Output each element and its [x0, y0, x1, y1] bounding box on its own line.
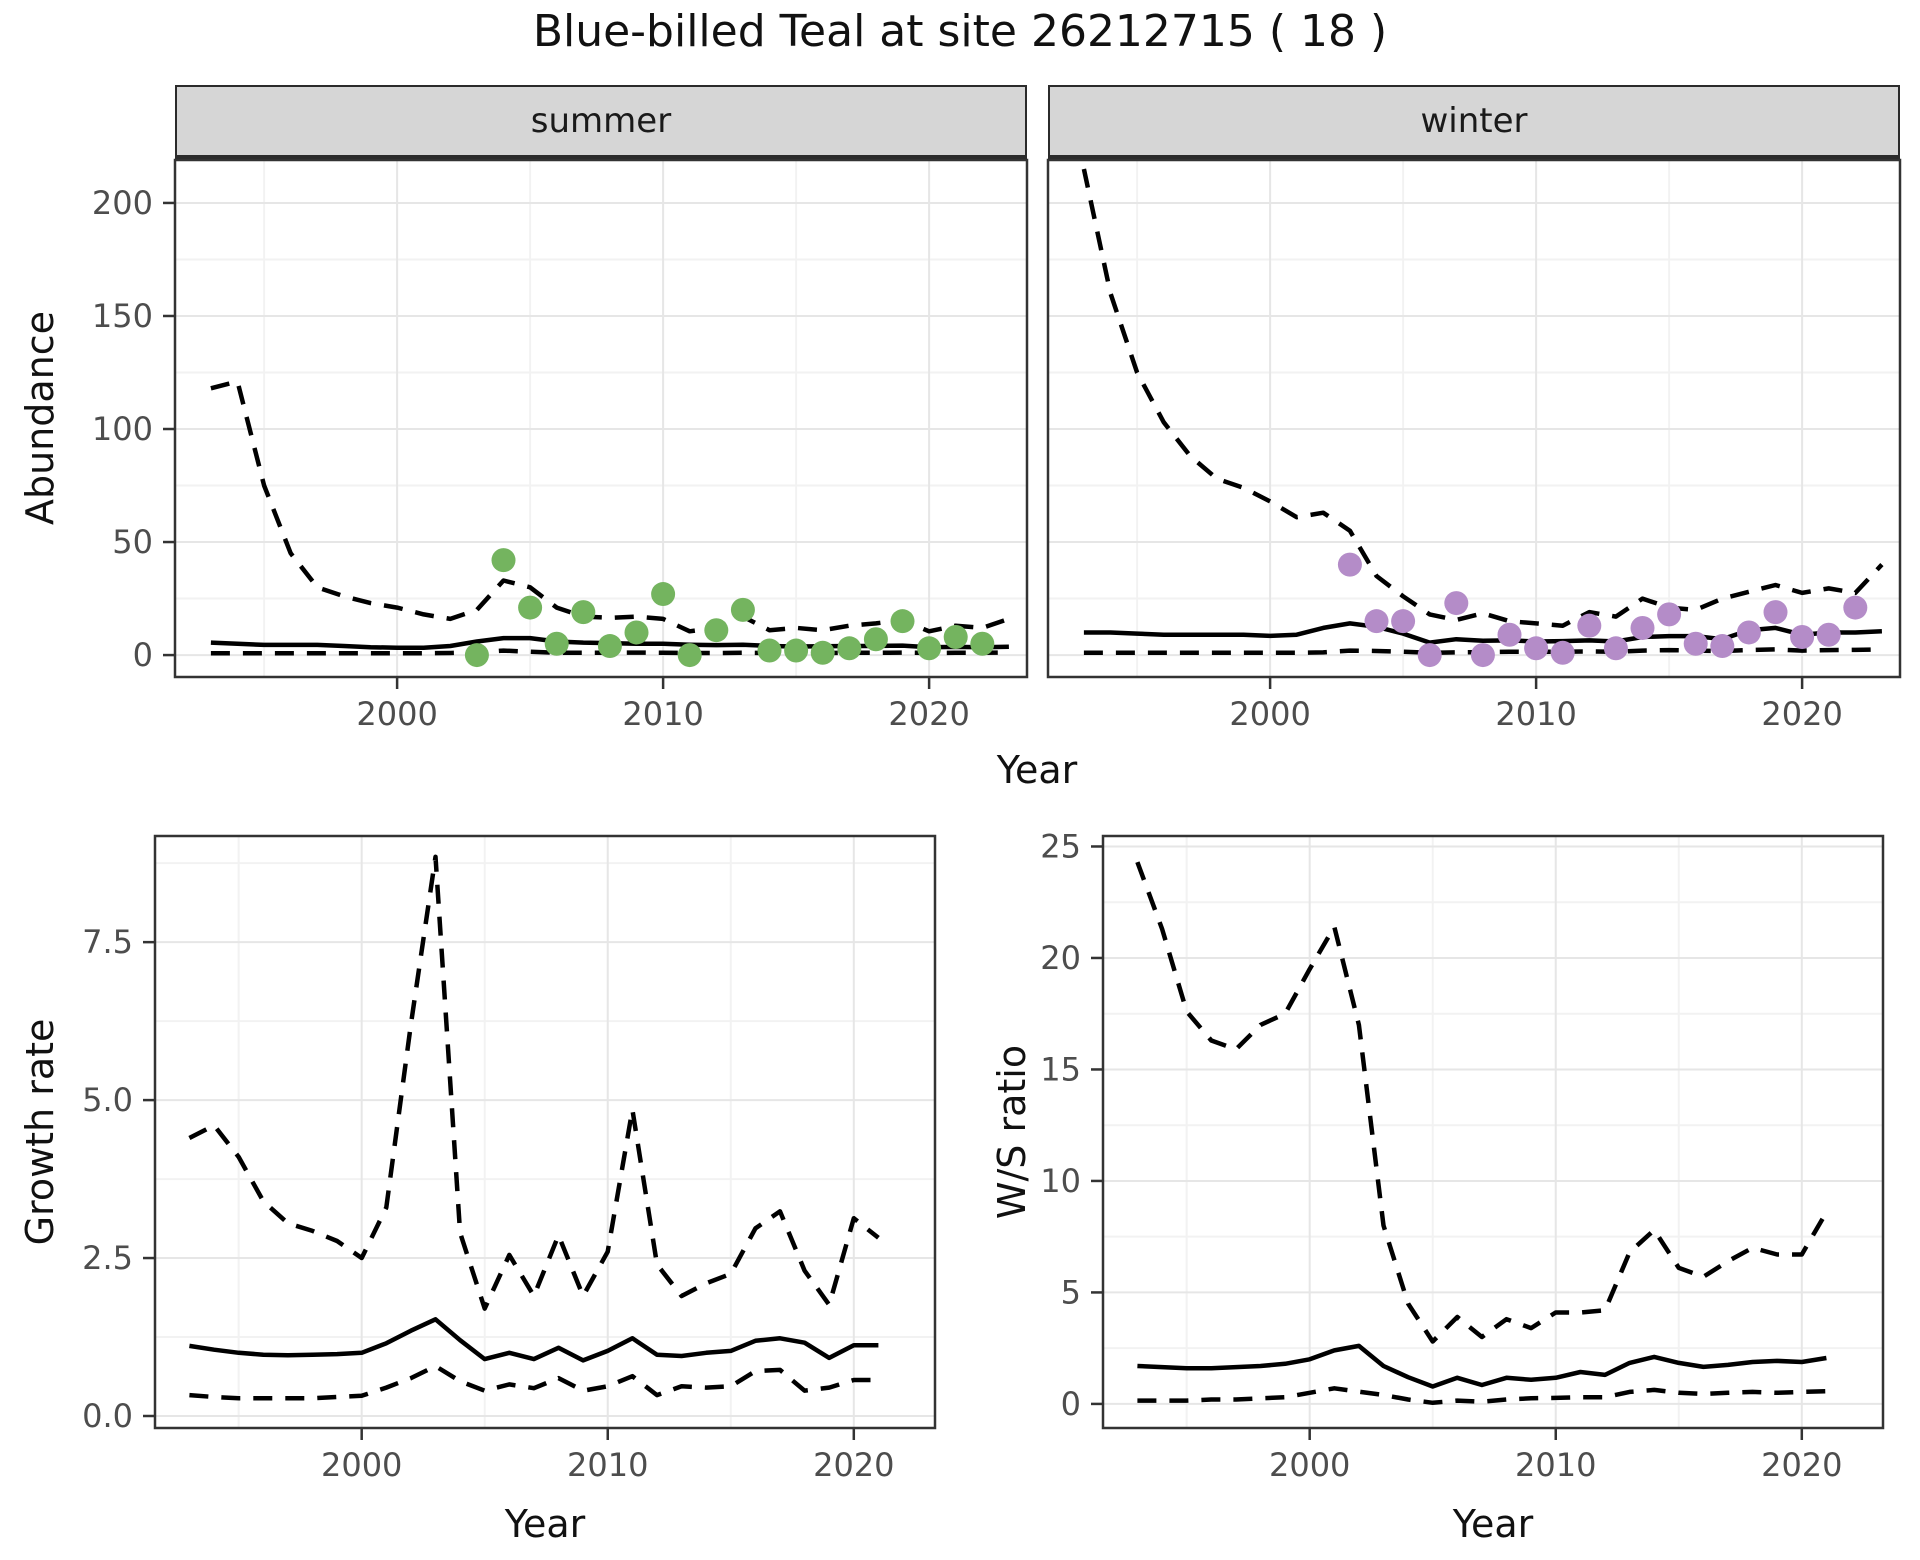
gridlines-minor [155, 836, 935, 1428]
upper-ci-line [188, 854, 880, 1311]
panel-border [1101, 834, 1885, 1430]
y-tick-label: 5.0 [82, 1081, 133, 1119]
axis-ticks: 2000 2010 2020 0 50 100 150 200 [92, 184, 970, 733]
median-line [189, 1317, 879, 1363]
facet-strip-winter: winter [1048, 85, 1900, 160]
x-tick-label: 2020 [888, 695, 969, 733]
x-tick-label: 2000 [356, 695, 437, 733]
y-axis-title-abundance: Abundance [18, 310, 62, 526]
x-tick-label: 2000 [321, 1446, 402, 1484]
panel-border [173, 158, 1029, 679]
y-tick-label: 50 [112, 523, 153, 561]
y-tick-label: 150 [92, 297, 153, 335]
series [1081, 168, 1884, 668]
y-tick-label: 0.0 [82, 1397, 133, 1435]
y-tick-label: 25 [1040, 827, 1081, 865]
y-tick-label: 15 [1040, 1050, 1081, 1088]
y-tick-label: 100 [92, 410, 153, 448]
y-tick-label: 10 [1040, 1162, 1081, 1200]
x-tick-label: 2000 [1269, 1446, 1350, 1484]
median-line [1083, 621, 1883, 645]
upper-ci-line [210, 379, 1010, 634]
x-axis-title-top: Year [996, 748, 1078, 792]
y-tick-label: 20 [1040, 939, 1081, 977]
observations-points [464, 548, 995, 668]
axis-ticks: 2000 2010 2020 0.0 2.5 5.0 7.5 [82, 923, 894, 1484]
series [210, 379, 1010, 668]
x-tick-label: 2010 [567, 1446, 648, 1484]
y-tick-label: 2.5 [82, 1239, 133, 1277]
axis-ticks: 2000 2010 2020 0 5 10 15 20 25 [1040, 827, 1842, 1484]
gridlines-minor [1048, 160, 1900, 677]
x-tick-label: 2010 [622, 695, 703, 733]
y-tick-label: 5 [1061, 1273, 1081, 1311]
x-tick-label: 2000 [1229, 695, 1310, 733]
axis-ticks: 2000 2010 2020 [1229, 677, 1843, 733]
panel-border [153, 834, 937, 1430]
facet-strip-summer: summer [175, 85, 1027, 160]
x-axis-title-growth: Year [504, 1502, 586, 1546]
x-tick-label: 2010 [1515, 1446, 1596, 1484]
chart-title: Blue-billed Teal at site 26212715 ( 18 ) [532, 6, 1388, 57]
observations-points [1337, 552, 1868, 668]
y-tick-label: 0 [1061, 1385, 1081, 1423]
y-tick-label: 200 [92, 184, 153, 222]
gridlines-major [155, 836, 935, 1428]
y-axis-title-growth: Growth rate [18, 1018, 62, 1246]
x-tick-label: 2020 [813, 1446, 894, 1484]
upper-ci-line [1135, 861, 1829, 1344]
series [188, 854, 880, 1401]
y-axis-title-ws: W/S ratio [990, 1044, 1034, 1220]
lower-ci-line [189, 1363, 879, 1401]
x-tick-label: 2020 [1761, 1446, 1842, 1484]
winter-abundance-plot: 2000 2010 2020 [1046, 158, 1902, 733]
facet-strip-summer-label: summer [530, 101, 672, 141]
upper-ci-line [1081, 168, 1884, 628]
lower-ci-line [1137, 1386, 1827, 1406]
facet-strip-winter-label: winter [1420, 101, 1528, 141]
y-tick-label: 7.5 [82, 923, 133, 961]
ws-ratio-plot: 2000 2010 2020 0 5 10 15 20 25 [1040, 827, 1885, 1484]
gridlines-minor [175, 160, 1027, 677]
x-tick-label: 2010 [1495, 695, 1576, 733]
panel-border [1046, 158, 1902, 679]
x-tick-label: 2020 [1761, 695, 1842, 733]
x-axis-title-ws: Year [1452, 1502, 1534, 1546]
median-line [1137, 1343, 1827, 1389]
series [1135, 861, 1829, 1406]
gridlines-minor [1103, 836, 1883, 1428]
summer-abundance-plot: 2000 2010 2020 0 50 100 150 200 [92, 158, 1029, 733]
y-tick-label: 0 [133, 636, 153, 674]
growth-rate-plot: 2000 2010 2020 0.0 2.5 5.0 7.5 [82, 834, 937, 1484]
gridlines-major [1103, 836, 1883, 1428]
